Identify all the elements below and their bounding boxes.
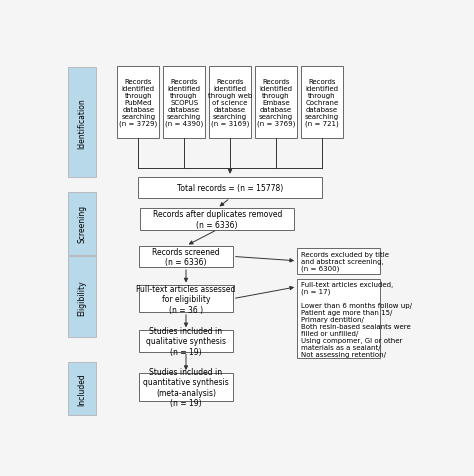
- Text: Total records = (n = 15778): Total records = (n = 15778): [177, 183, 283, 192]
- Bar: [255, 67, 297, 139]
- Bar: [139, 246, 233, 268]
- Text: Full-text articles assessed
for eligibility
(n = 36 ): Full-text articles assessed for eligibil…: [137, 284, 236, 314]
- Bar: [163, 67, 205, 139]
- Text: Records
identified
through web
of science
database
searching
(n = 3169): Records identified through web of scienc…: [208, 79, 252, 127]
- Text: Records
identified
through
PubMed
database
searching
(n = 3729): Records identified through PubMed databa…: [119, 79, 157, 127]
- Bar: [117, 67, 159, 139]
- Bar: [139, 330, 233, 352]
- Text: Eligibility: Eligibility: [78, 279, 87, 315]
- Text: Records
identified
through
Embase
database
searching
(n = 3769): Records identified through Embase databa…: [257, 79, 295, 127]
- Text: Records excluded by title
and abstract screening,
(n = 6300): Records excluded by title and abstract s…: [301, 251, 389, 271]
- Bar: [139, 286, 233, 312]
- Bar: [140, 209, 294, 230]
- Text: Included: Included: [78, 373, 87, 405]
- Text: Records screened
(n = 6336): Records screened (n = 6336): [152, 247, 220, 267]
- Bar: [68, 68, 96, 178]
- Text: Records
identified
through
SCOPUS
database
searching
(n = 4390): Records identified through SCOPUS databa…: [165, 79, 203, 127]
- Bar: [138, 178, 322, 198]
- Text: Records
identified
through
Cochrane
database
searching
(n = 721): Records identified through Cochrane data…: [305, 79, 339, 127]
- Text: Studies included in
qualitative synthesis
(n = 19): Studies included in qualitative synthesi…: [146, 327, 226, 356]
- Text: Studies included in
quantitative synthesis
(meta-analysis)
(n = 19): Studies included in quantitative synthes…: [143, 367, 229, 407]
- Text: Full-text articles excluded,
(n = 17)

Lower than 6 months follow up/
Patient ag: Full-text articles excluded, (n = 17) Lo…: [301, 281, 412, 357]
- Text: Screening: Screening: [78, 205, 87, 243]
- Bar: [209, 67, 251, 139]
- Bar: [68, 362, 96, 416]
- Bar: [68, 193, 96, 255]
- Bar: [301, 67, 343, 139]
- Bar: [68, 257, 96, 337]
- Bar: [139, 373, 233, 401]
- Text: Identification: Identification: [78, 98, 87, 149]
- Bar: [297, 280, 380, 358]
- Bar: [297, 248, 380, 275]
- Text: Records after duplicates removed
(n = 6336): Records after duplicates removed (n = 63…: [153, 210, 282, 229]
